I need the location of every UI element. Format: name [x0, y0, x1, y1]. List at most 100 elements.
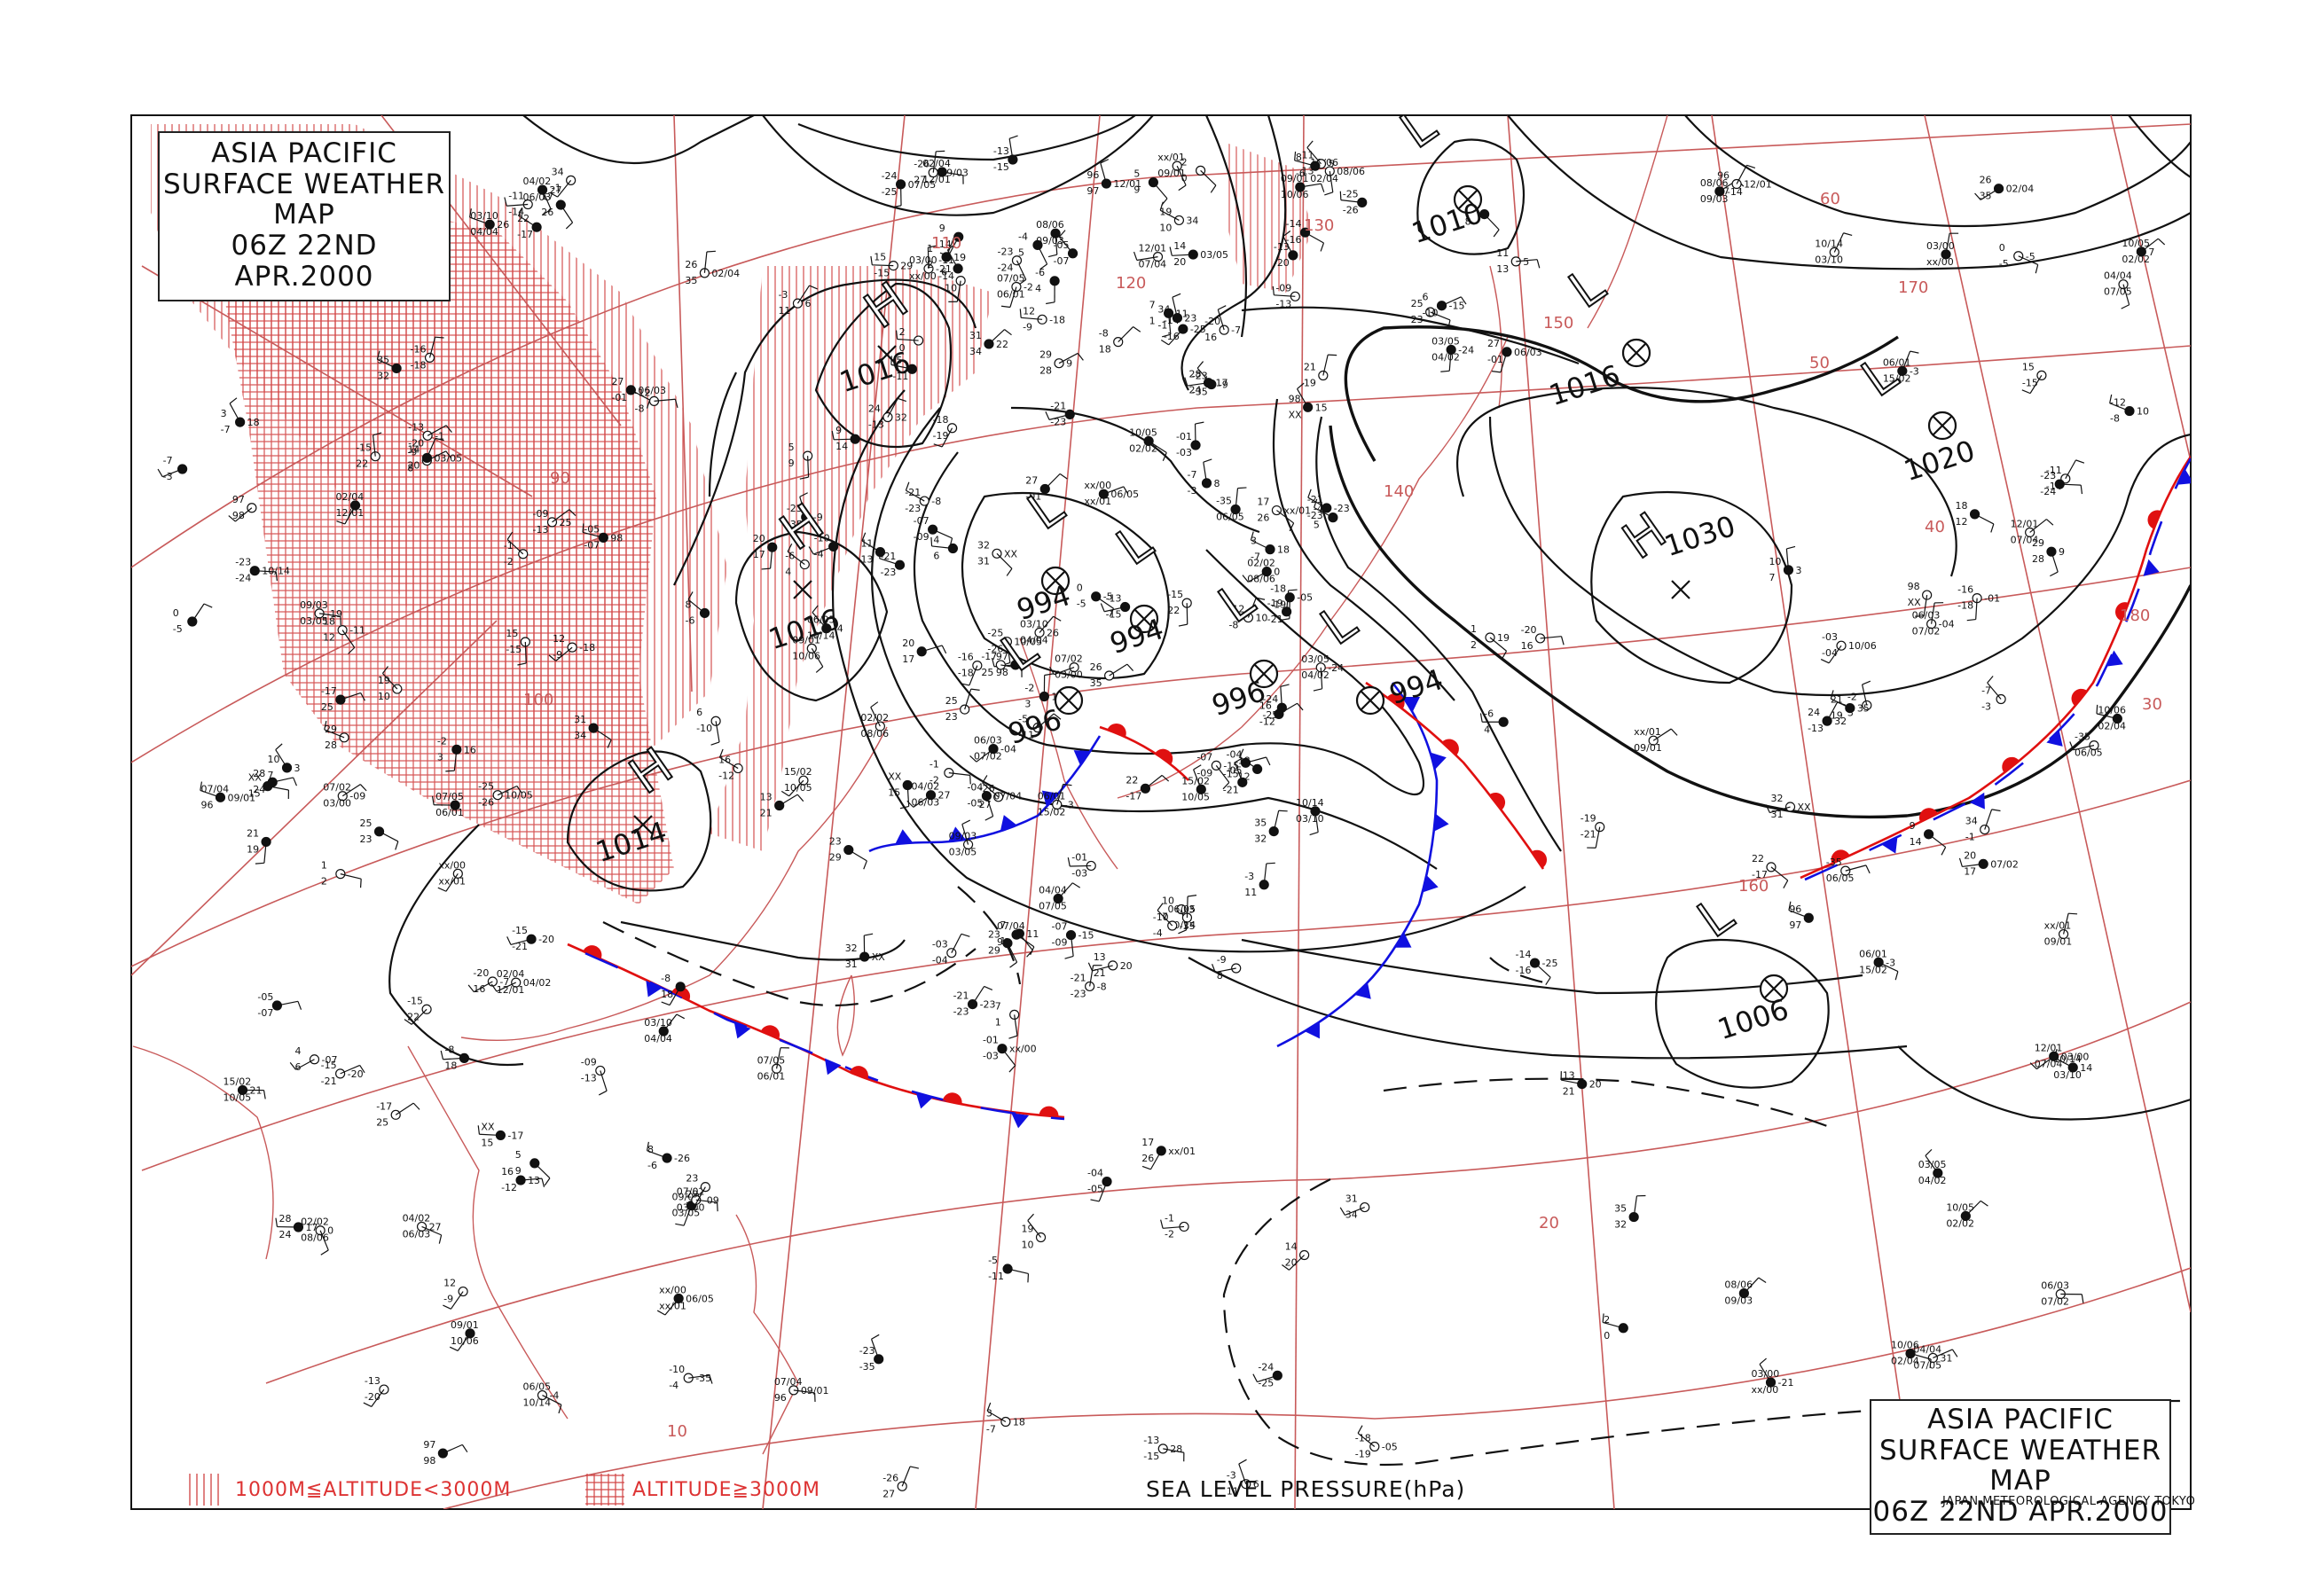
- station-temperature: 06/01: [1883, 356, 1911, 368]
- wind-barb-icon: [2122, 284, 2130, 305]
- station-dewpoint: -13: [868, 419, 884, 431]
- station-pressure-tendency: 07/04: [993, 791, 1022, 802]
- wind-barb-icon: [1118, 326, 1133, 343]
- wind-barb-flag-icon: [477, 1125, 481, 1135]
- coastlines: [132, 115, 1668, 1455]
- wind-barb-icon: [1247, 598, 1257, 618]
- station-dewpoint: 22: [407, 1011, 420, 1022]
- station-temperature: -15: [321, 1060, 337, 1071]
- station-dewpoint: 15: [248, 788, 261, 800]
- wind-barb-flag-icon: [203, 603, 213, 608]
- wind-barb-flag-icon: [986, 1402, 992, 1412]
- station-dewpoint: 98: [423, 1455, 435, 1467]
- station-dewpoint: -05: [967, 798, 983, 810]
- wind-barb-flag-icon: [1027, 1273, 1030, 1283]
- wind-barb-icon: [715, 721, 720, 743]
- wind-barb-icon: [524, 641, 527, 663]
- station-temperature: 03/00: [1752, 1368, 1780, 1380]
- wind-barb-flag-icon: [961, 819, 971, 825]
- station-plot: -64: [1035, 267, 1060, 305]
- station-plot: 34-1: [549, 166, 576, 198]
- warm-front-semicircle: [2147, 510, 2161, 529]
- station-dewpoint: -14: [938, 270, 954, 282]
- wind-barb-icon: [1103, 486, 1125, 495]
- station-dewpoint: -20: [365, 1391, 380, 1403]
- wind-barb-icon: [1345, 1207, 1365, 1216]
- wind-barb-icon: [1878, 961, 1899, 973]
- wind-barb-icon: [1910, 1352, 1932, 1360]
- station-temperature: -18: [1270, 583, 1286, 595]
- station-dewpoint: -11: [1018, 730, 1034, 741]
- wind-barb-icon: [1314, 810, 1319, 833]
- station-temperature: XX: [481, 1121, 495, 1132]
- station-temperature: 27: [611, 376, 624, 387]
- station-temperature: 29: [2032, 537, 2044, 549]
- wind-barb-icon: [1280, 686, 1282, 708]
- station-temperature: 19: [378, 675, 390, 686]
- station-dewpoint: 13: [860, 554, 873, 566]
- isobar: [1188, 957, 1908, 1060]
- station-temperature: 10/14: [2053, 1053, 2082, 1065]
- wind-barb-flag-icon: [1788, 901, 1792, 911]
- wind-barb-flag-icon: [1288, 589, 1298, 591]
- cold-front-triangle: [1073, 750, 1091, 766]
- station-temperature: -09: [1275, 282, 1291, 293]
- station-temperature: 29: [1039, 349, 1052, 361]
- station-dewpoint: -8: [2110, 413, 2120, 425]
- station-temperature: 02/04: [336, 491, 365, 503]
- wind-barb-icon: [1305, 231, 1324, 244]
- isobar: [1329, 425, 2191, 819]
- station-temperature: -12: [2110, 397, 2126, 409]
- station-dewpoint: -15: [993, 161, 1009, 173]
- station-temperature: 06/01: [1859, 948, 1887, 959]
- station-pressure-tendency: -4: [549, 1390, 559, 1402]
- station-temperature: -05: [257, 991, 273, 1003]
- latitude-60: [131, 123, 2191, 568]
- station-temperature: -35: [2075, 732, 2090, 743]
- isobar: [1507, 115, 2191, 270]
- station-temperature: 03/10: [470, 210, 498, 222]
- station-dewpoint: 96: [200, 799, 213, 810]
- wind-barb-icon: [796, 285, 811, 304]
- station-temperature: 29: [325, 724, 337, 735]
- wind-barb-flag-icon: [1987, 676, 1994, 684]
- wind-barb-icon: [945, 237, 955, 258]
- title-line-1: ASIA PACIFIC: [1927, 1404, 2114, 1436]
- station-temperature: 02/04: [922, 158, 951, 169]
- station-dewpoint: 8: [1217, 970, 1223, 982]
- station-pressure-tendency: 10/05: [505, 790, 533, 802]
- station-pressure-tendency: 9: [2059, 546, 2065, 558]
- station-pressure-tendency: 17: [305, 1222, 318, 1233]
- station-temperature: 0: [1999, 242, 2005, 254]
- station-dewpoint: 18: [661, 989, 673, 1000]
- longitude-label: 90: [550, 469, 570, 488]
- station-plot: 15-15: [506, 628, 530, 666]
- wind-barb-icon: [1633, 1195, 1638, 1217]
- wind-barb-icon: [426, 438, 436, 458]
- station-temperature: 10: [1162, 896, 1174, 907]
- wind-barb-icon: [1057, 882, 1073, 899]
- isobar-dashed: [602, 921, 977, 1007]
- station-plot: -818: [440, 1044, 470, 1071]
- longitude-label: 120: [1116, 274, 1146, 293]
- station-temperature: -11: [2046, 465, 2062, 476]
- wind-barb-flag-icon: [467, 984, 475, 993]
- pressure-center-x-icon: [1927, 411, 1957, 441]
- wind-barb-flag-icon: [933, 443, 943, 448]
- latitude-label: 60: [1820, 190, 1840, 208]
- wind-barb-icon: [1172, 254, 1194, 256]
- station-temperature: 04/04: [1039, 884, 1067, 896]
- station-plot: -1-2: [504, 531, 529, 567]
- station-pressure-tendency: 26: [1047, 627, 1059, 638]
- station-plot: -05-07: [1054, 230, 1078, 267]
- wind-barb-flag-icon: [861, 532, 867, 542]
- station-plot: -64: [1479, 708, 1509, 735]
- station-pressure-tendency: 14: [2080, 1062, 2092, 1074]
- station-dewpoint: -19: [1270, 599, 1286, 611]
- wind-barb-icon: [1500, 351, 1508, 373]
